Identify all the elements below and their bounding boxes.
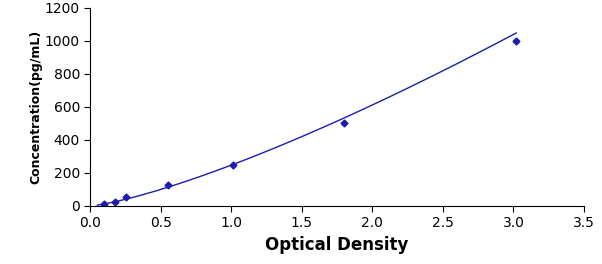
X-axis label: Optical Density: Optical Density — [265, 236, 409, 254]
Y-axis label: Concentration(pg/mL): Concentration(pg/mL) — [29, 30, 42, 184]
